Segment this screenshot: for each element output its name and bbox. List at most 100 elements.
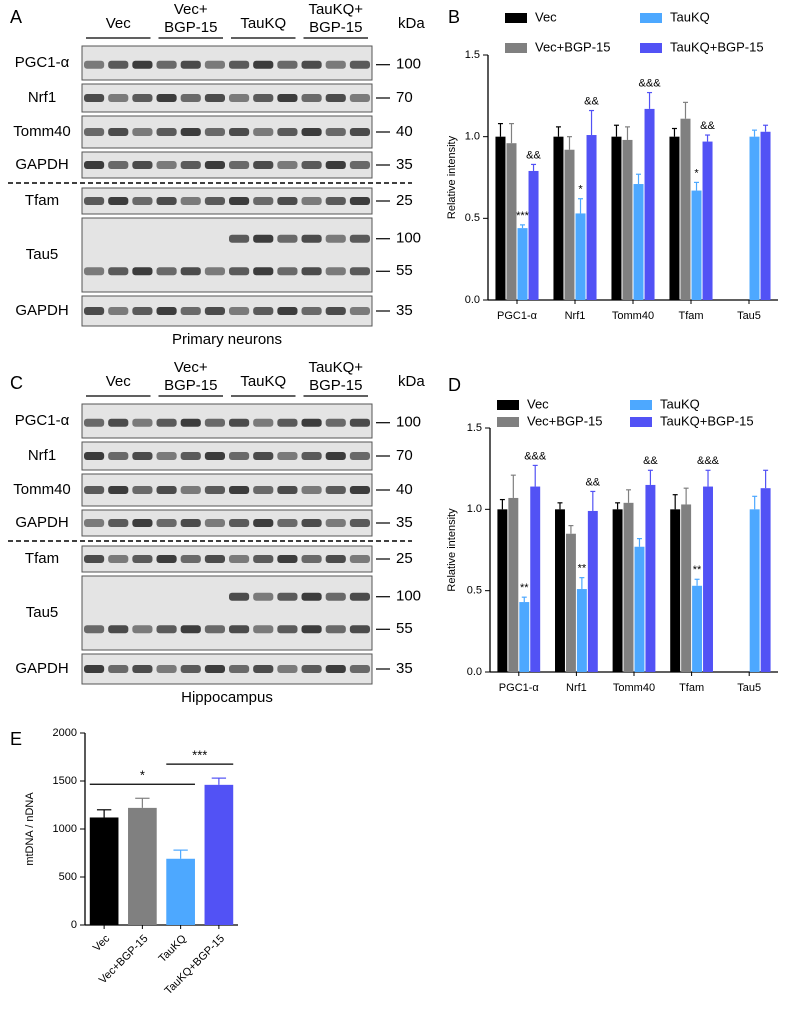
blot-band bbox=[156, 665, 177, 673]
y-tick-label: 1000 bbox=[53, 823, 77, 835]
y-axis-label: Relative intensity bbox=[446, 135, 458, 219]
bar bbox=[495, 136, 506, 300]
group-label: TauKQ bbox=[240, 373, 286, 390]
blot-band bbox=[84, 452, 105, 460]
y-tick-label: 1.0 bbox=[465, 131, 480, 143]
marker-label: 35 bbox=[396, 514, 413, 531]
blot-band bbox=[132, 625, 153, 634]
blot-band bbox=[108, 197, 129, 205]
blot-band bbox=[84, 94, 105, 102]
blot-band bbox=[204, 519, 225, 527]
blot-band bbox=[156, 60, 177, 69]
significance: && bbox=[526, 149, 541, 161]
blot-band bbox=[325, 555, 346, 563]
blot-band bbox=[108, 625, 129, 634]
legend-label: TauKQ bbox=[660, 396, 700, 411]
blot-band bbox=[349, 625, 370, 634]
blot-band bbox=[156, 94, 177, 102]
x-tick-label: Tomm40 bbox=[612, 310, 654, 322]
blot-band bbox=[301, 94, 322, 102]
group-label: Vec+ bbox=[174, 1, 208, 18]
marker-label: 100 bbox=[396, 588, 421, 605]
blot-band bbox=[180, 452, 201, 460]
x-tick-label: Nrf1 bbox=[566, 682, 587, 694]
blot-band bbox=[277, 486, 298, 494]
x-tick-label: TauKQ bbox=[157, 932, 190, 965]
bar bbox=[497, 509, 508, 672]
bar bbox=[128, 807, 157, 925]
blot-strip bbox=[81, 545, 373, 573]
blot-band bbox=[108, 486, 129, 494]
bar bbox=[644, 108, 655, 301]
blot-band bbox=[229, 519, 250, 527]
bar bbox=[612, 509, 623, 672]
blot-band bbox=[132, 161, 153, 169]
significance: && bbox=[584, 95, 599, 107]
blot-band bbox=[301, 418, 322, 427]
blot-band bbox=[204, 452, 225, 460]
marker-label: 70 bbox=[396, 447, 413, 464]
x-tick-label: Tau5 bbox=[737, 682, 761, 694]
bar bbox=[749, 136, 760, 300]
significance: && bbox=[585, 476, 600, 488]
blot-band bbox=[180, 267, 201, 276]
blot-band bbox=[156, 197, 177, 205]
y-axis-label: mtDNA / nDNA bbox=[24, 792, 36, 866]
blot-band bbox=[253, 625, 274, 634]
blot-band bbox=[277, 452, 298, 460]
blot-band bbox=[277, 555, 298, 563]
y-tick-label: 0.0 bbox=[467, 666, 482, 678]
row-label: GAPDH bbox=[15, 660, 68, 677]
bar bbox=[204, 784, 234, 925]
blot-band bbox=[108, 452, 129, 460]
blot-band bbox=[277, 625, 298, 634]
blot-band bbox=[253, 94, 274, 102]
bar bbox=[508, 497, 519, 672]
x-tick-label: PGC1-α bbox=[499, 682, 540, 694]
blot-band bbox=[132, 128, 153, 136]
blot-band bbox=[301, 197, 322, 205]
blot-band bbox=[277, 234, 298, 243]
blot-band bbox=[204, 665, 225, 673]
legend-label: Vec+BGP-15 bbox=[527, 413, 603, 428]
marker-label: 55 bbox=[396, 620, 413, 637]
blot-band bbox=[277, 418, 298, 427]
blot-band bbox=[277, 665, 298, 673]
comparison-label: * bbox=[140, 768, 145, 783]
blot-band bbox=[253, 161, 274, 169]
legend-swatch bbox=[630, 417, 652, 427]
blot-band bbox=[325, 234, 346, 243]
bar bbox=[634, 546, 645, 672]
y-tick-label: 0.5 bbox=[465, 212, 480, 224]
bar bbox=[633, 184, 644, 300]
blot-band bbox=[325, 592, 346, 601]
blot-band bbox=[180, 197, 201, 205]
blot-band bbox=[132, 665, 153, 673]
blot-band bbox=[156, 555, 177, 563]
blot-band bbox=[229, 625, 250, 634]
marker-label: 35 bbox=[396, 156, 413, 173]
blot-band bbox=[229, 486, 250, 494]
blot-band bbox=[229, 161, 250, 169]
blot-band bbox=[156, 307, 177, 315]
blot-band bbox=[84, 555, 105, 563]
blot-band bbox=[84, 486, 105, 494]
y-tick-label: 2000 bbox=[53, 727, 77, 739]
blot-band bbox=[253, 60, 274, 69]
blot-band bbox=[349, 60, 370, 69]
blot-band bbox=[301, 625, 322, 634]
significance: &&& bbox=[697, 455, 720, 467]
blot-band bbox=[349, 418, 370, 427]
blot-band bbox=[349, 592, 370, 601]
blot-strip bbox=[81, 83, 373, 113]
blot-band bbox=[84, 197, 105, 205]
marker-label: 25 bbox=[396, 550, 413, 567]
blot-band bbox=[180, 555, 201, 563]
row-label: Nrf1 bbox=[28, 447, 56, 464]
blot-band bbox=[253, 486, 274, 494]
significance: ** bbox=[520, 582, 529, 594]
blot-band bbox=[132, 418, 153, 427]
x-tick-label: Tau5 bbox=[737, 310, 761, 322]
blot-band bbox=[108, 267, 129, 276]
